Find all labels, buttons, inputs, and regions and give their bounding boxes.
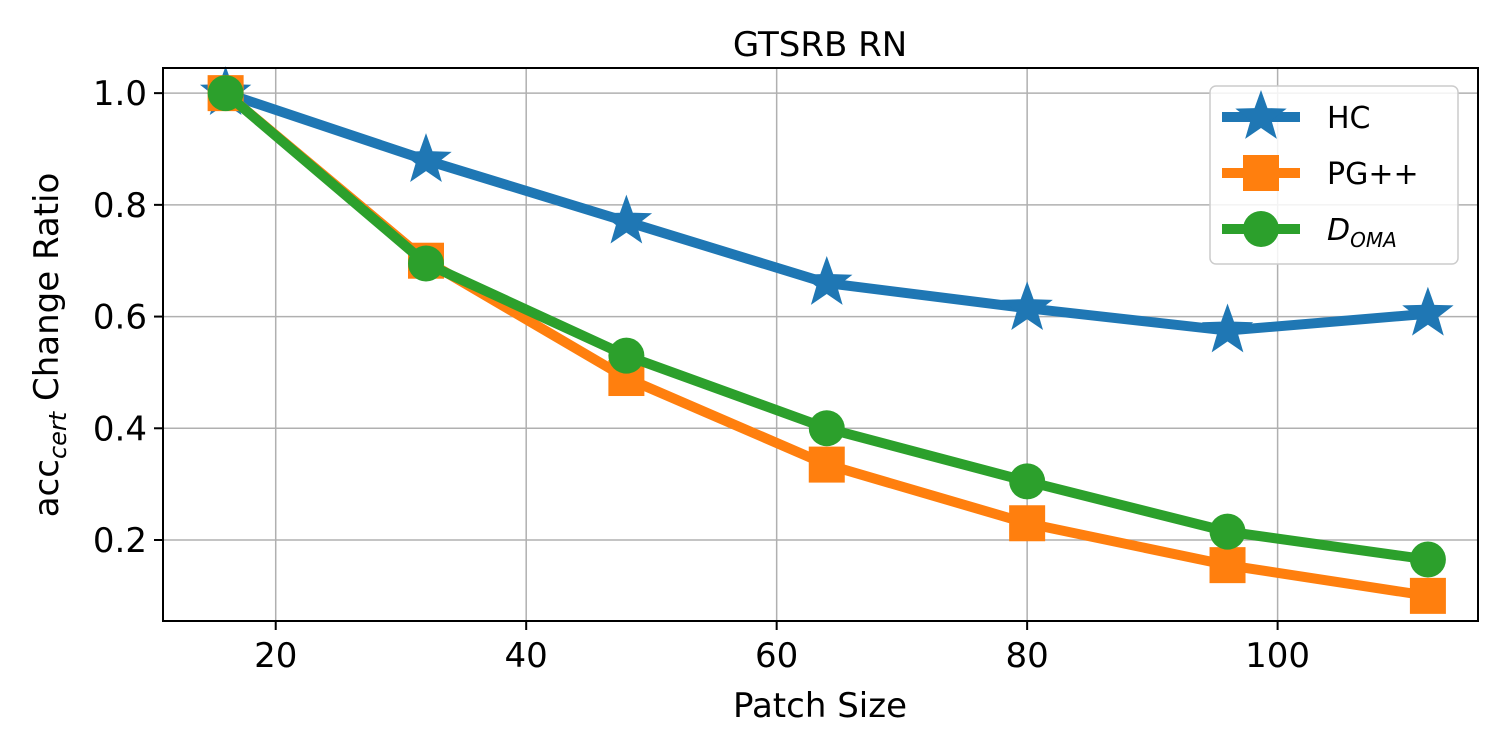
data-point-doma (207, 75, 244, 112)
data-point-hc (1402, 286, 1454, 336)
legend-item-doma: DOMA (1222, 211, 1397, 252)
legend-label: PG++ (1327, 157, 1419, 192)
legend-marker (1243, 211, 1279, 247)
x-axis-label: Patch Size (733, 686, 907, 726)
data-point-doma (408, 245, 444, 282)
legend-item-pg: PG++ (1222, 155, 1419, 192)
data-point-doma (808, 410, 845, 447)
data-point-doma (1009, 463, 1046, 500)
series-layer (199, 66, 1454, 614)
data-point-hc (600, 194, 653, 244)
data-point-hc (400, 133, 452, 183)
x-tick-label: 100 (1245, 636, 1310, 676)
legend-marker (1235, 90, 1287, 139)
y-tick-label: 1.0 (93, 74, 147, 114)
data-point-hc (801, 256, 853, 305)
data-point-pg (1409, 577, 1446, 614)
y-tick-label: 0.2 (93, 521, 147, 561)
data-point-pg (1009, 505, 1046, 542)
legend-label: DOMA (1327, 213, 1397, 252)
data-point-pg (808, 446, 845, 483)
data-point-pg (1209, 547, 1246, 584)
x-tick-label: 60 (755, 636, 798, 676)
data-point-hc (1001, 281, 1053, 331)
chart-title: GTSRB RN (733, 25, 907, 65)
legend-item-hc: HC (1222, 90, 1371, 139)
data-point-doma (608, 337, 645, 374)
y-tick-label: 0.6 (93, 298, 147, 338)
y-axis: 0.2 0.4 0.6 0.8 1.0 (93, 74, 163, 561)
legend: HC PG++ DOMA (1209, 85, 1459, 265)
data-point-doma (1409, 541, 1446, 578)
data-point-hc (1201, 303, 1254, 353)
series-doma (207, 75, 1446, 578)
x-tick-label: 40 (505, 636, 548, 676)
legend-marker (1243, 155, 1279, 191)
x-tick-label: 80 (1006, 636, 1049, 676)
y-tick-label: 0.4 (93, 409, 147, 449)
plot-frame (162, 67, 1479, 622)
legend-label: HC (1327, 101, 1371, 136)
data-point-doma (1209, 513, 1246, 550)
y-axis-label: acccert Change Ratio (27, 173, 72, 518)
x-tick-label: 20 (254, 636, 297, 676)
x-axis: 20 40 60 80 100 (254, 621, 1310, 676)
y-tick-label: 0.8 (93, 186, 147, 226)
